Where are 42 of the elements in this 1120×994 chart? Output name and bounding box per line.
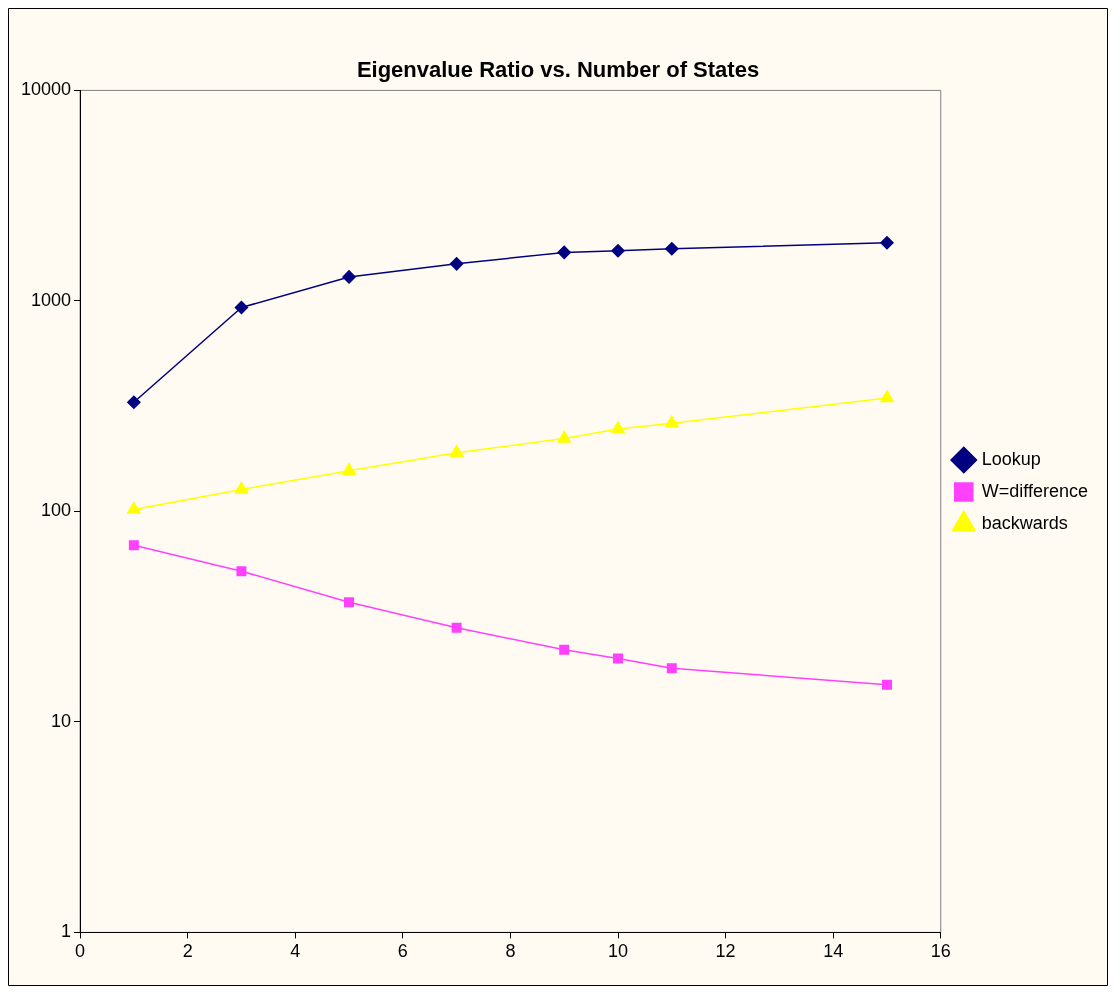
point — [559, 644, 570, 655]
legend-label: W=difference — [981, 480, 1089, 501]
point — [236, 566, 247, 577]
x-tick-label: 10 — [607, 941, 629, 962]
point — [127, 501, 141, 514]
legend-label: Lookup — [981, 448, 1041, 469]
y-tick-label: 100 — [41, 500, 72, 521]
point — [128, 540, 139, 551]
y-tick-label: 10 — [51, 710, 72, 731]
y-tick-label: 1 — [61, 921, 72, 942]
point — [611, 421, 625, 434]
point — [234, 300, 249, 315]
point — [342, 270, 356, 284]
point — [449, 257, 464, 271]
point — [880, 235, 894, 250]
x-tick-label: 6 — [397, 941, 408, 962]
x-tick-label: 14 — [823, 941, 844, 962]
legend-label: backwards — [981, 512, 1068, 533]
x-tick-label: 2 — [182, 941, 193, 962]
point — [449, 444, 464, 457]
point — [342, 463, 356, 475]
x-tick-label: 8 — [505, 941, 516, 962]
point — [557, 430, 572, 443]
point — [666, 663, 677, 674]
x-tick-label: 12 — [715, 941, 736, 962]
point — [664, 415, 679, 428]
point — [881, 679, 892, 690]
point — [127, 395, 141, 409]
point — [234, 481, 249, 494]
x-tick-label: 0 — [75, 941, 86, 962]
y-tick-label: 1000 — [31, 289, 72, 310]
point — [613, 653, 623, 664]
point — [611, 244, 625, 258]
point — [665, 241, 679, 256]
point — [344, 597, 355, 608]
point — [451, 622, 462, 633]
x-tick-label: 4 — [290, 941, 301, 962]
x-tick-label: 16 — [930, 941, 951, 962]
point — [557, 245, 571, 260]
point — [880, 390, 894, 403]
y-tick-label: 10000 — [20, 79, 72, 100]
chart-title: Eigenvalue Ratio vs. Number of States — [356, 57, 760, 83]
